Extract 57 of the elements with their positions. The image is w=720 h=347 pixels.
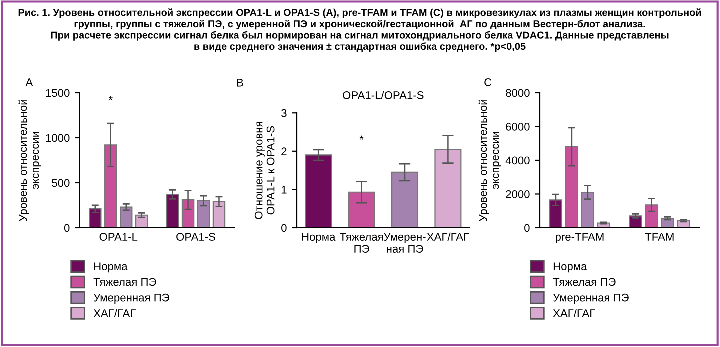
x-tick-label: ХАГ/ГАГ <box>427 232 470 241</box>
y-tick-label: 0 <box>524 224 530 232</box>
legend-label: Тяжелая ПЭ <box>94 278 156 286</box>
chart-subtitle: C <box>484 78 492 86</box>
legend-label: Норма <box>94 262 128 273</box>
bar <box>434 148 462 228</box>
bar <box>166 194 180 228</box>
x-tick-label: TFAM <box>645 233 674 241</box>
bar <box>135 214 148 228</box>
y-tick-label: 500 <box>52 179 70 188</box>
bar <box>661 218 674 228</box>
legend-label: ХАГ/ГАГ <box>553 309 596 318</box>
annotation: * <box>360 136 364 140</box>
bar <box>549 200 563 228</box>
bar <box>629 216 642 228</box>
y-tick-label: 0 <box>282 224 287 232</box>
y-tick-label: 3 <box>282 109 287 118</box>
legend-label: Тяжелая ПЭ <box>553 278 616 286</box>
legend-label: Норма <box>554 262 588 273</box>
x-tick-label: OPA1-L <box>100 233 138 241</box>
legend-label: Умеренная ПЭ <box>94 294 170 304</box>
y-tick-label: 0 <box>64 224 70 232</box>
y-tick-label: 4000 <box>506 156 530 165</box>
x-tick-label: OPA1-S <box>176 233 216 241</box>
bar <box>104 144 118 228</box>
bar <box>305 154 332 228</box>
bar <box>581 192 594 228</box>
y-tick-label: 1500 <box>46 89 70 98</box>
y-tick-label: 1000 <box>46 134 70 142</box>
bar <box>120 206 133 228</box>
chart-subtitle: B <box>237 79 244 87</box>
bar <box>645 204 658 228</box>
legend-label: Умеренная ПЭ <box>553 294 629 304</box>
bar <box>391 172 419 228</box>
bar <box>565 146 579 228</box>
x-tick-label: Норма <box>302 233 336 244</box>
bar <box>89 208 102 228</box>
text: Рис. 1. Уровень относительной экспрессии OPA1-L и OPA1-S (A), pre-TFAM и TFAM (C) в микровезикулах из плазмы женщин контрольной группы, группы с тяжелой ПЭ, с умеренной ПЭ и хронической/гестационной АГ по данным Вестерн-блот анализа. При расчете экспрессии сигнал белка был нормирован на сигнал митохондриального белка VDAC1. Данные представлены в виде среднего значения ± стандартная ошибка среднего. *p<0,05 <box>18 8 702 52</box>
y-tick-label: 1 <box>282 186 287 194</box>
chart-title: OPA1-L/OPA1-S <box>343 91 424 100</box>
bar <box>212 201 226 228</box>
bar <box>182 200 195 228</box>
annotation: * <box>108 96 113 100</box>
legend-label: ХАГ/ГАГ <box>94 309 136 318</box>
y-tick-label: 2 <box>282 148 287 156</box>
y-tick-label: 8000 <box>506 89 530 98</box>
x-tick-label: pre-TFAM <box>556 233 604 244</box>
y-tick-label: 2000 <box>506 190 530 198</box>
y-tick-label: 6000 <box>506 123 530 131</box>
x-tick-label: Тяжелая ПЭ <box>340 233 384 253</box>
bar <box>348 192 376 228</box>
x-tick-label: Умерен- ная ПЭ <box>384 233 426 253</box>
y-axis-title: Уровень относительной экспрессии <box>478 100 502 222</box>
bar <box>197 200 210 228</box>
chart-subtitle: A <box>26 78 34 86</box>
y-axis-title: Уровень относительной экспрессии <box>18 100 42 222</box>
y-axis-title: Отношение уровня OPA1-L к OPA1-S <box>254 122 275 220</box>
